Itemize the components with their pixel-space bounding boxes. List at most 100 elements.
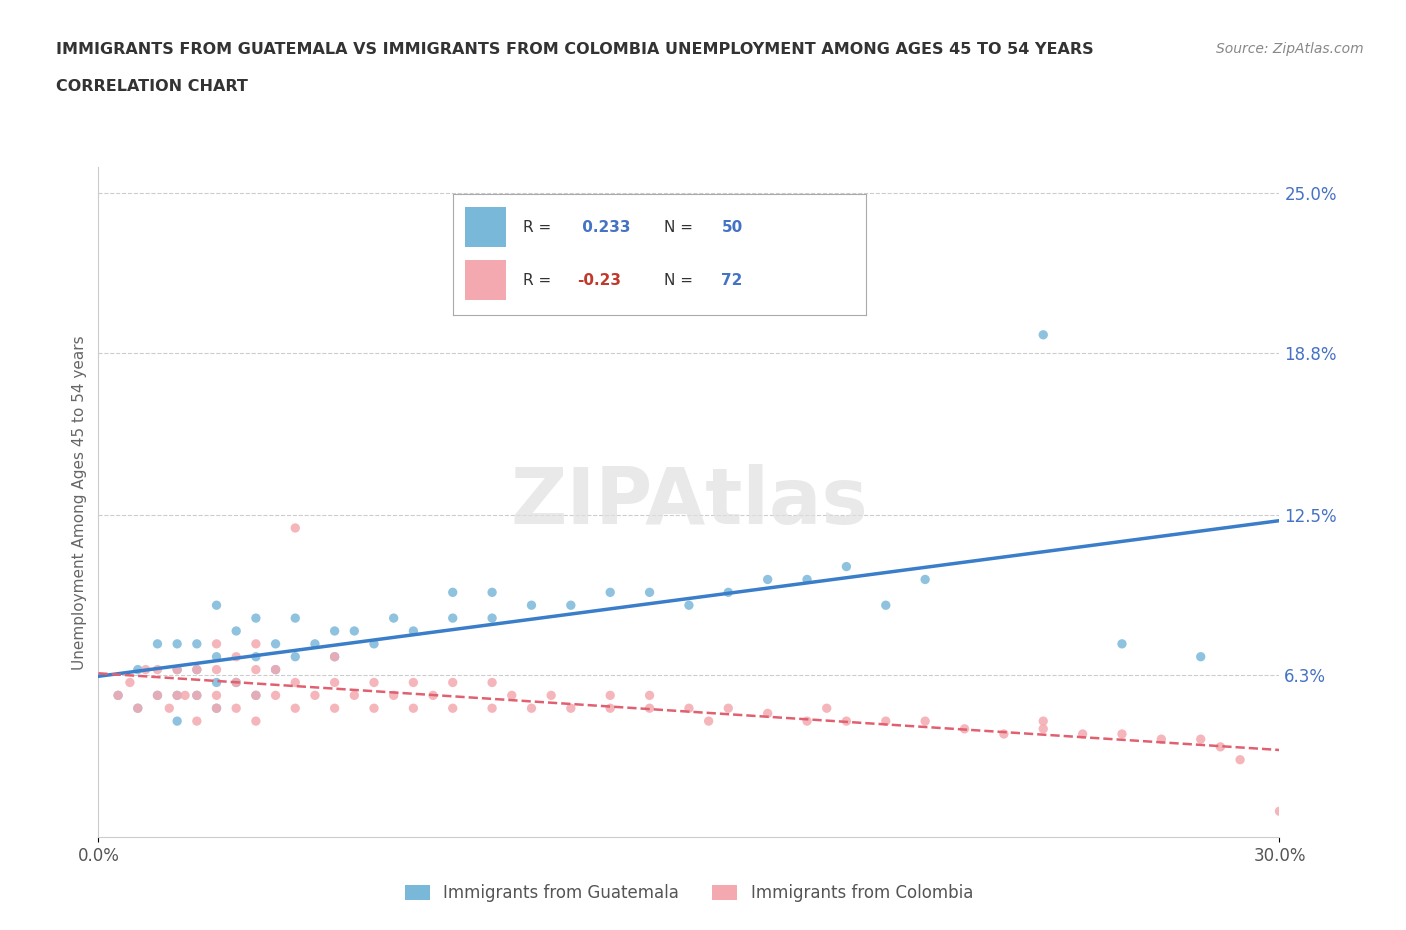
Point [402,675,425,690]
Point [304,688,326,703]
Point [1032,327,1054,342]
Text: CORRELATION CHART: CORRELATION CHART [56,79,247,94]
Point [756,706,779,721]
Point [1032,713,1054,728]
Point [245,611,267,626]
Point [264,662,287,677]
Point [599,585,621,600]
Point [205,701,228,716]
Point [1111,726,1133,741]
Point [914,713,936,728]
Point [205,662,228,677]
Point [422,688,444,703]
Point [993,726,1015,741]
Point [323,649,346,664]
Point [245,713,267,728]
Text: Source: ZipAtlas.com: Source: ZipAtlas.com [1216,42,1364,56]
Point [245,662,267,677]
Point [157,701,180,716]
Point [914,572,936,587]
Point [205,636,228,651]
Point [343,623,366,638]
Point [205,688,228,703]
Point [264,636,287,651]
Point [186,713,208,728]
Point [245,688,267,703]
Point [481,675,503,690]
Point [1209,739,1232,754]
Point [174,688,197,703]
Point [304,636,326,651]
Point [225,623,247,638]
Point [127,701,149,716]
Point [1111,636,1133,651]
Point [815,701,838,716]
Point [363,675,385,690]
Point [1032,722,1054,737]
Point [205,598,228,613]
Point [481,585,503,600]
Point [186,688,208,703]
Point [678,598,700,613]
Point [186,662,208,677]
Point [225,701,247,716]
Point [245,649,267,664]
Point [166,662,188,677]
Point [1071,726,1094,741]
Point [146,688,169,703]
Point [441,701,464,716]
Point [205,675,228,690]
Point [186,662,208,677]
Point [127,701,149,716]
Point [284,649,307,664]
Point [717,585,740,600]
Point [1150,732,1173,747]
Point [284,611,307,626]
Point [225,675,247,690]
Text: IMMIGRANTS FROM GUATEMALA VS IMMIGRANTS FROM COLOMBIA UNEMPLOYMENT AMONG AGES 45: IMMIGRANTS FROM GUATEMALA VS IMMIGRANTS … [56,42,1094,57]
Point [481,611,503,626]
Point [441,585,464,600]
Point [796,713,818,728]
Point [107,688,129,703]
Point [127,662,149,677]
Point [363,636,385,651]
Point [225,649,247,664]
Point [205,649,228,664]
Point [382,688,405,703]
Point [323,675,346,690]
Point [501,688,523,703]
Point [638,585,661,600]
Point [1268,804,1291,818]
Point [599,688,621,703]
Point [441,611,464,626]
Point [118,675,141,690]
Legend: Immigrants from Guatemala, Immigrants from Colombia: Immigrants from Guatemala, Immigrants fr… [398,878,980,909]
Y-axis label: Unemployment Among Ages 45 to 54 years: Unemployment Among Ages 45 to 54 years [72,335,87,670]
Point [638,688,661,703]
Point [599,701,621,716]
Point [835,713,858,728]
Point [225,675,247,690]
Point [402,701,425,716]
Point [756,572,779,587]
Point [560,701,582,716]
Point [166,662,188,677]
Point [678,701,700,716]
Point [186,636,208,651]
Point [343,688,366,703]
Point [835,559,858,574]
Point [323,701,346,716]
Point [796,572,818,587]
Point [953,722,976,737]
Point [382,611,405,626]
Point [697,713,720,728]
Point [1189,649,1212,664]
Point [284,675,307,690]
Point [264,688,287,703]
Point [520,598,543,613]
Point [363,701,385,716]
Point [135,662,157,677]
Point [166,688,188,703]
Point [540,688,562,703]
